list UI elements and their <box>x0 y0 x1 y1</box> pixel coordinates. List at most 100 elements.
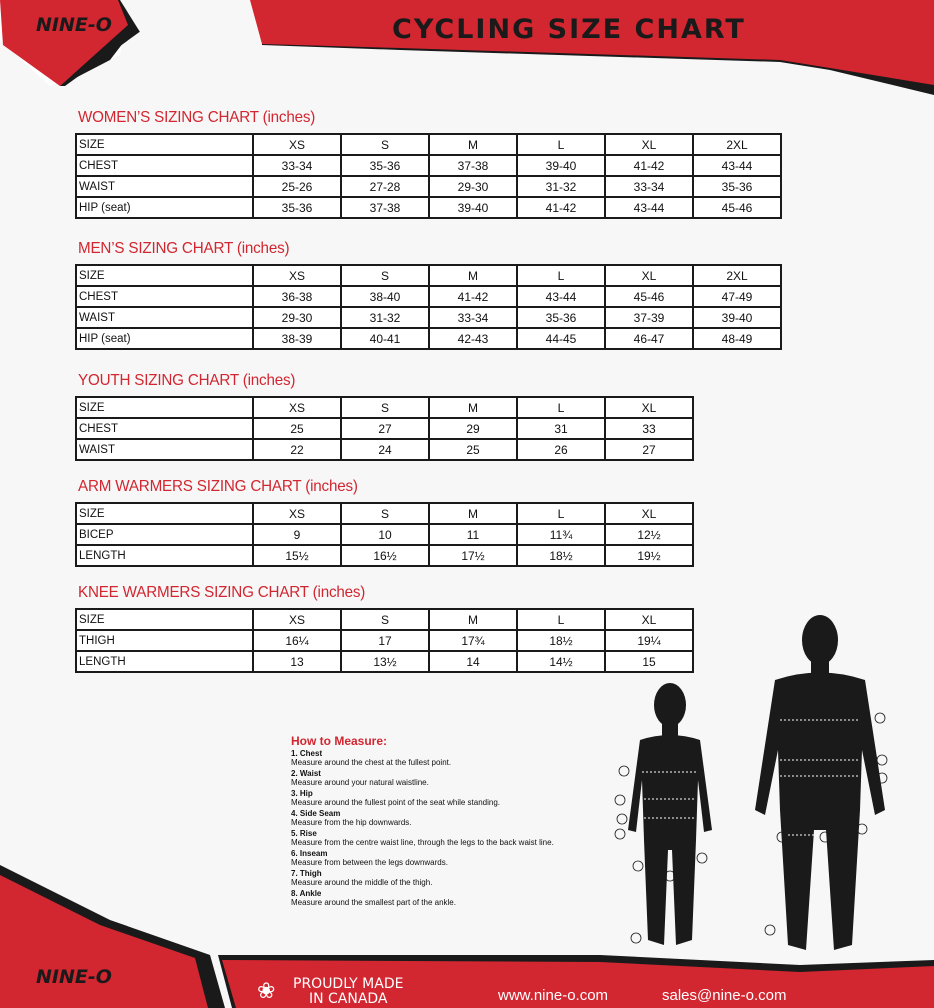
table-cell: 41-42 <box>516 196 606 219</box>
table-row: SIZE XS S M L XL 2XL <box>75 133 782 156</box>
table-cell: M <box>428 264 518 287</box>
table-row: BICEP 9 10 11 11¾ 12½ <box>75 523 694 546</box>
table-cell: 25 <box>252 417 342 440</box>
row-label: CHEST <box>75 417 254 440</box>
measure-step-desc: Measure from between the legs downwards. <box>291 858 448 867</box>
measure-step-title: 8. Ankle <box>291 889 322 898</box>
table-cell: 41-42 <box>428 285 518 308</box>
how-to-measure: How to Measure: 1. Chest Measure around t… <box>291 734 611 909</box>
table-cell: S <box>340 264 430 287</box>
table-cell: 33-34 <box>604 175 694 198</box>
table-cell: 33 <box>604 417 694 440</box>
table-cell: 48-49 <box>692 327 782 350</box>
table-cell: 22 <box>252 438 342 461</box>
table-cell: 17 <box>340 629 430 652</box>
table-row: WAIST 29-30 31-32 33-34 35-36 37-39 39-40 <box>75 306 782 329</box>
table-row: SIZE XS S M L XL <box>75 396 694 419</box>
table-cell: L <box>516 133 606 156</box>
table-cell: 29-30 <box>252 306 342 329</box>
brand-logo: NINE-O <box>36 14 112 36</box>
size-table: SIZE XS S M L XL BICEP 9 10 11 11¾ 12½ LENGTH 15½ 16½ 1… <box>75 502 694 567</box>
table-cell: 36-38 <box>252 285 342 308</box>
table-cell: 16½ <box>340 544 430 567</box>
table-cell: 25-26 <box>252 175 342 198</box>
section-title: KNEE WARMERS SIZING CHART (inches) <box>78 584 366 601</box>
table-row: CHEST 25 27 29 31 33 <box>75 417 694 440</box>
table-row: LENGTH 13 13½ 14 14½ 15 <box>75 650 694 673</box>
table-cell: 45-46 <box>604 285 694 308</box>
table-cell: 15½ <box>252 544 342 567</box>
table-cell: 39-40 <box>516 154 606 177</box>
table-cell: 46-47 <box>604 327 694 350</box>
how-to-title: How to Measure: <box>291 734 388 748</box>
measure-step-desc: Measure from the hip downwards. <box>291 818 412 827</box>
table-cell: 18½ <box>516 629 606 652</box>
table-cell: 37-38 <box>340 196 430 219</box>
table-cell: 39-40 <box>428 196 518 219</box>
table-cell: XL <box>604 502 694 525</box>
table-cell: S <box>340 133 430 156</box>
measure-step-desc: Measure around the smallest part of the … <box>291 898 456 907</box>
table-cell: 10 <box>340 523 430 546</box>
table-row: HIP (seat) 35-36 37-38 39-40 41-42 43-44 45-46 <box>75 196 782 219</box>
table-cell: 33-34 <box>428 306 518 329</box>
table-cell: 25 <box>428 438 518 461</box>
size-table: SIZE XS S M L XL CHEST 25 27 29 31 33 WAIST 22 24 25 26 2… <box>75 396 694 461</box>
table-cell: 17¾ <box>428 629 518 652</box>
table-cell: 37-38 <box>428 154 518 177</box>
section-title: ARM WARMERS SIZING CHART (inches) <box>78 478 358 495</box>
section-title: MEN’S SIZING CHART (inches) <box>78 240 290 257</box>
measure-step-desc: Measure around the middle of the thigh. <box>291 878 433 887</box>
measure-step-title: 6. Inseam <box>291 849 328 858</box>
email-link[interactable]: sales@nine-o.com <box>662 987 787 1004</box>
table-cell: XS <box>252 396 342 419</box>
table-cell: 11 <box>428 523 518 546</box>
table-cell: L <box>516 264 606 287</box>
table-cell: 2XL <box>692 133 782 156</box>
table-row: SIZE XS S M L XL <box>75 608 694 631</box>
table-cell: 24 <box>340 438 430 461</box>
measure-step-desc: Measure around your natural waistline. <box>291 778 429 787</box>
table-cell: 27-28 <box>340 175 430 198</box>
measure-step-title: 4. Side Seam <box>291 809 341 818</box>
website-link[interactable]: www.nine-o.com <box>498 987 609 1004</box>
table-row: HIP (seat) 38-39 40-41 42-43 44-45 46-47 48-49 <box>75 327 782 350</box>
table-cell: S <box>340 608 430 631</box>
table-cell: M <box>428 133 518 156</box>
table-cell: 41-42 <box>604 154 694 177</box>
table-cell: M <box>428 502 518 525</box>
table-cell: 31-32 <box>516 175 606 198</box>
table-cell: 19½ <box>604 544 694 567</box>
table-cell: 31-32 <box>340 306 430 329</box>
row-label: THIGH <box>75 629 254 652</box>
header-banner <box>0 0 934 95</box>
table-cell: XS <box>252 502 342 525</box>
table-cell: 16¼ <box>252 629 342 652</box>
table-cell: 35-36 <box>516 306 606 329</box>
table-cell: 39-40 <box>692 306 782 329</box>
table-cell: L <box>516 608 606 631</box>
row-label: HIP (seat) <box>75 327 254 350</box>
table-row: WAIST 22 24 25 26 27 <box>75 438 694 461</box>
table-cell: 15 <box>604 650 694 673</box>
table-cell: XL <box>604 396 694 419</box>
row-label: CHEST <box>75 154 254 177</box>
row-label: LENGTH <box>75 544 254 567</box>
row-label: SIZE <box>75 608 254 631</box>
table-cell: 45-46 <box>692 196 782 219</box>
measure-step-title: 3. Hip <box>291 789 313 798</box>
table-cell: 13½ <box>340 650 430 673</box>
table-row: LENGTH 15½ 16½ 17½ 18½ 19½ <box>75 544 694 567</box>
table-cell: XS <box>252 264 342 287</box>
table-cell: 38-39 <box>252 327 342 350</box>
measure-step-title: 7. Thigh <box>291 869 322 878</box>
table-cell: 9 <box>252 523 342 546</box>
table-cell: 2XL <box>692 264 782 287</box>
made-in-line2: IN CANADA <box>308 991 388 1007</box>
table-cell: 44-45 <box>516 327 606 350</box>
table-cell: 37-39 <box>604 306 694 329</box>
table-cell: S <box>340 396 430 419</box>
row-label: LENGTH <box>75 650 254 673</box>
body-measurement-figures <box>614 615 888 950</box>
size-table: SIZE XS S M L XL 2XL CHEST 36-38 38-40 41-42 43-44 4… <box>75 264 782 350</box>
